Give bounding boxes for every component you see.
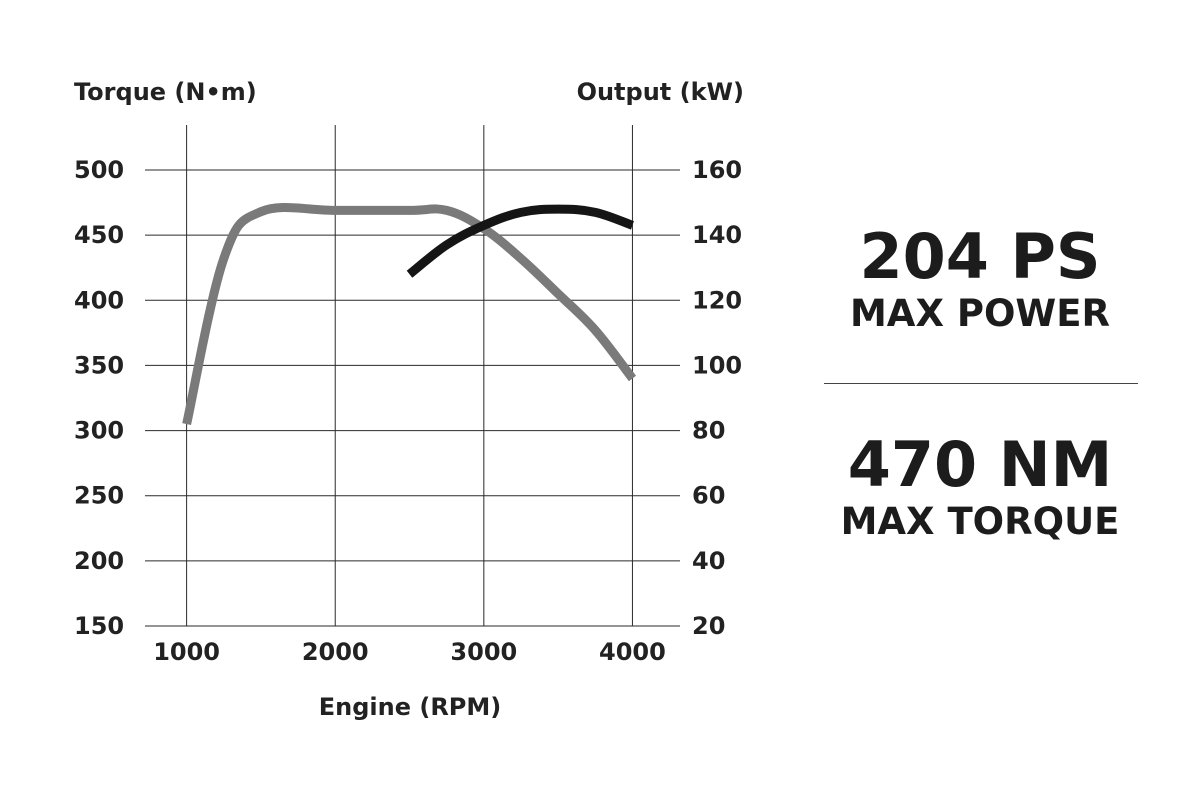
chart-curves [182, 203, 637, 426]
left-axis-title: Torque (N•m) [74, 78, 257, 106]
y-right-tick-label: 120 [692, 286, 742, 314]
y-right-tick-label: 80 [692, 417, 725, 445]
right-axis-title: Output (kW) [576, 78, 744, 106]
y-right-tick-label: 160 [692, 156, 742, 184]
y-left-tick-label: 400 [74, 286, 124, 314]
power-spec: 204 PS MAX POWER [810, 222, 1150, 336]
chart-grid [145, 125, 680, 627]
y-right-tick-label: 60 [692, 482, 725, 510]
chart-tick-labels: 150 200 250 300 350 400 450 500 20 40 60 80 100 120 14… [74, 156, 742, 666]
y-right-tick-label: 40 [692, 547, 725, 575]
x-tick-label: 1000 [153, 638, 220, 666]
y-right-tick-label: 100 [692, 351, 742, 379]
y-left-tick-label: 150 [74, 612, 124, 640]
y-left-tick-label: 500 [74, 156, 124, 184]
power-value: 204 PS [859, 220, 1101, 293]
torque-curve [182, 203, 637, 426]
y-left-tick-label: 200 [74, 547, 124, 575]
torque-spec: 470 NM MAX TORQUE [810, 430, 1150, 544]
x-tick-label: 4000 [599, 638, 666, 666]
y-left-tick-label: 250 [74, 482, 124, 510]
output-curve [406, 204, 635, 278]
y-right-tick-label: 20 [692, 612, 725, 640]
x-axis-title: Engine (RPM) [318, 693, 502, 721]
torque-value: 470 NM [847, 428, 1113, 501]
x-tick-label: 2000 [302, 638, 369, 666]
y-left-tick-label: 300 [74, 417, 124, 445]
torque-label: MAX TORQUE [840, 500, 1120, 543]
y-left-tick-label: 350 [74, 351, 124, 379]
x-tick-label: 3000 [450, 638, 517, 666]
y-left-tick-label: 450 [74, 221, 124, 249]
power-label: MAX POWER [849, 292, 1110, 335]
spec-divider [824, 383, 1138, 384]
y-right-tick-label: 140 [692, 221, 742, 249]
